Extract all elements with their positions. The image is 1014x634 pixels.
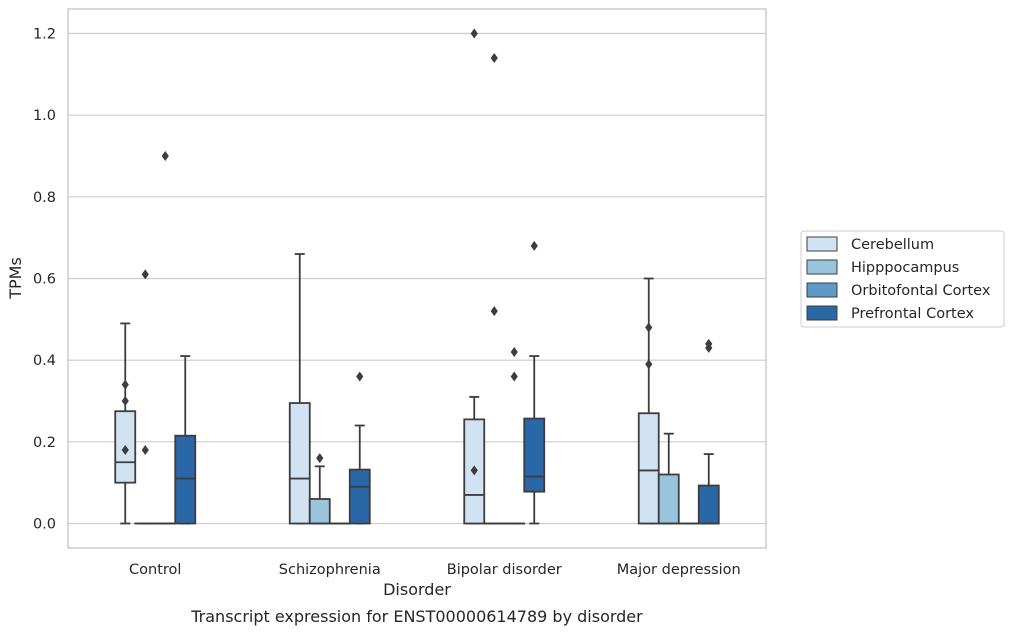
legend: Cerebellum Hipppocampus Orbitofontal Corte… <box>800 230 1005 328</box>
box-group <box>308 453 331 525</box>
box-group <box>697 338 720 525</box>
outlier-point <box>141 445 149 455</box>
legend-frame <box>800 230 1005 328</box>
outlier-point <box>490 53 498 63</box>
outlier-point <box>121 445 129 455</box>
legend-swatch <box>806 305 838 321</box>
outlier-point <box>530 240 538 251</box>
boxes <box>114 28 720 525</box>
outlier-point <box>510 347 518 357</box>
y-tick-labels: 0.0 0.2 0.4 0.6 0.8 1.0 1.2 <box>33 27 56 533</box>
outlier-point <box>161 151 169 161</box>
outlier-point <box>141 269 149 280</box>
outlier-point <box>121 379 129 390</box>
legend-label: Cerebellum <box>851 237 934 253</box>
outlier-point <box>121 396 129 406</box>
legend-swatch <box>806 259 838 275</box>
outlier-point <box>645 359 653 370</box>
box-group <box>114 322 137 525</box>
box <box>637 412 660 525</box>
x-tick-label: Schizophrenia <box>279 562 381 578</box>
outlier-point <box>470 28 478 39</box>
outlier-point <box>490 306 498 317</box>
outlier-point <box>316 453 324 464</box>
chart-caption: Transcript expression for ENST0000061478… <box>190 607 643 626</box>
y-tick-label: 1.0 <box>33 108 56 124</box>
x-tick-labels: Control Schizophrenia Bipolar disorder Majo… <box>129 562 741 578</box>
box-group <box>657 432 680 525</box>
box <box>308 498 331 525</box>
box <box>288 402 311 525</box>
y-axis-title: TPMs <box>6 257 25 300</box>
outlier-point <box>510 371 518 382</box>
legend-swatch <box>806 282 838 298</box>
outlier-point <box>470 465 478 476</box>
legend-label: Prefrontal Cortex <box>851 306 974 322</box>
outlier-point <box>645 322 653 333</box>
legend-swatch <box>806 236 838 252</box>
box <box>348 468 371 525</box>
y-tick-label: 0.8 <box>33 190 56 206</box>
legend-label: Orbitofontal Cortex <box>851 283 991 299</box>
x-tick-label: Control <box>129 562 181 578</box>
plot-frame <box>67 8 767 549</box>
box-group <box>523 240 546 525</box>
y-tick-label: 0.4 <box>33 353 56 369</box>
y-tick-label: 0.2 <box>33 435 56 451</box>
y-tick-label: 1.2 <box>33 27 56 43</box>
box-group <box>503 347 526 525</box>
box <box>697 484 720 525</box>
x-tick-label: Bipolar disorder <box>447 562 562 578</box>
outlier-point <box>356 371 364 382</box>
box <box>523 417 546 493</box>
outlier-point <box>705 342 713 353</box>
box-group <box>134 269 157 525</box>
box-group <box>637 277 660 525</box>
y-tick-label: 0.0 <box>33 517 56 533</box>
legend-label: Hipppocampus <box>851 260 959 276</box>
y-tick-label: 0.6 <box>33 272 56 288</box>
box <box>657 473 680 525</box>
box <box>174 434 197 525</box>
x-axis-title: Disorder <box>383 580 451 599</box>
box-group <box>174 355 197 525</box>
box-group <box>463 28 486 525</box>
x-tick-label: Major depression <box>617 562 741 578</box>
box-group <box>288 253 311 525</box>
box-group <box>348 371 371 525</box>
